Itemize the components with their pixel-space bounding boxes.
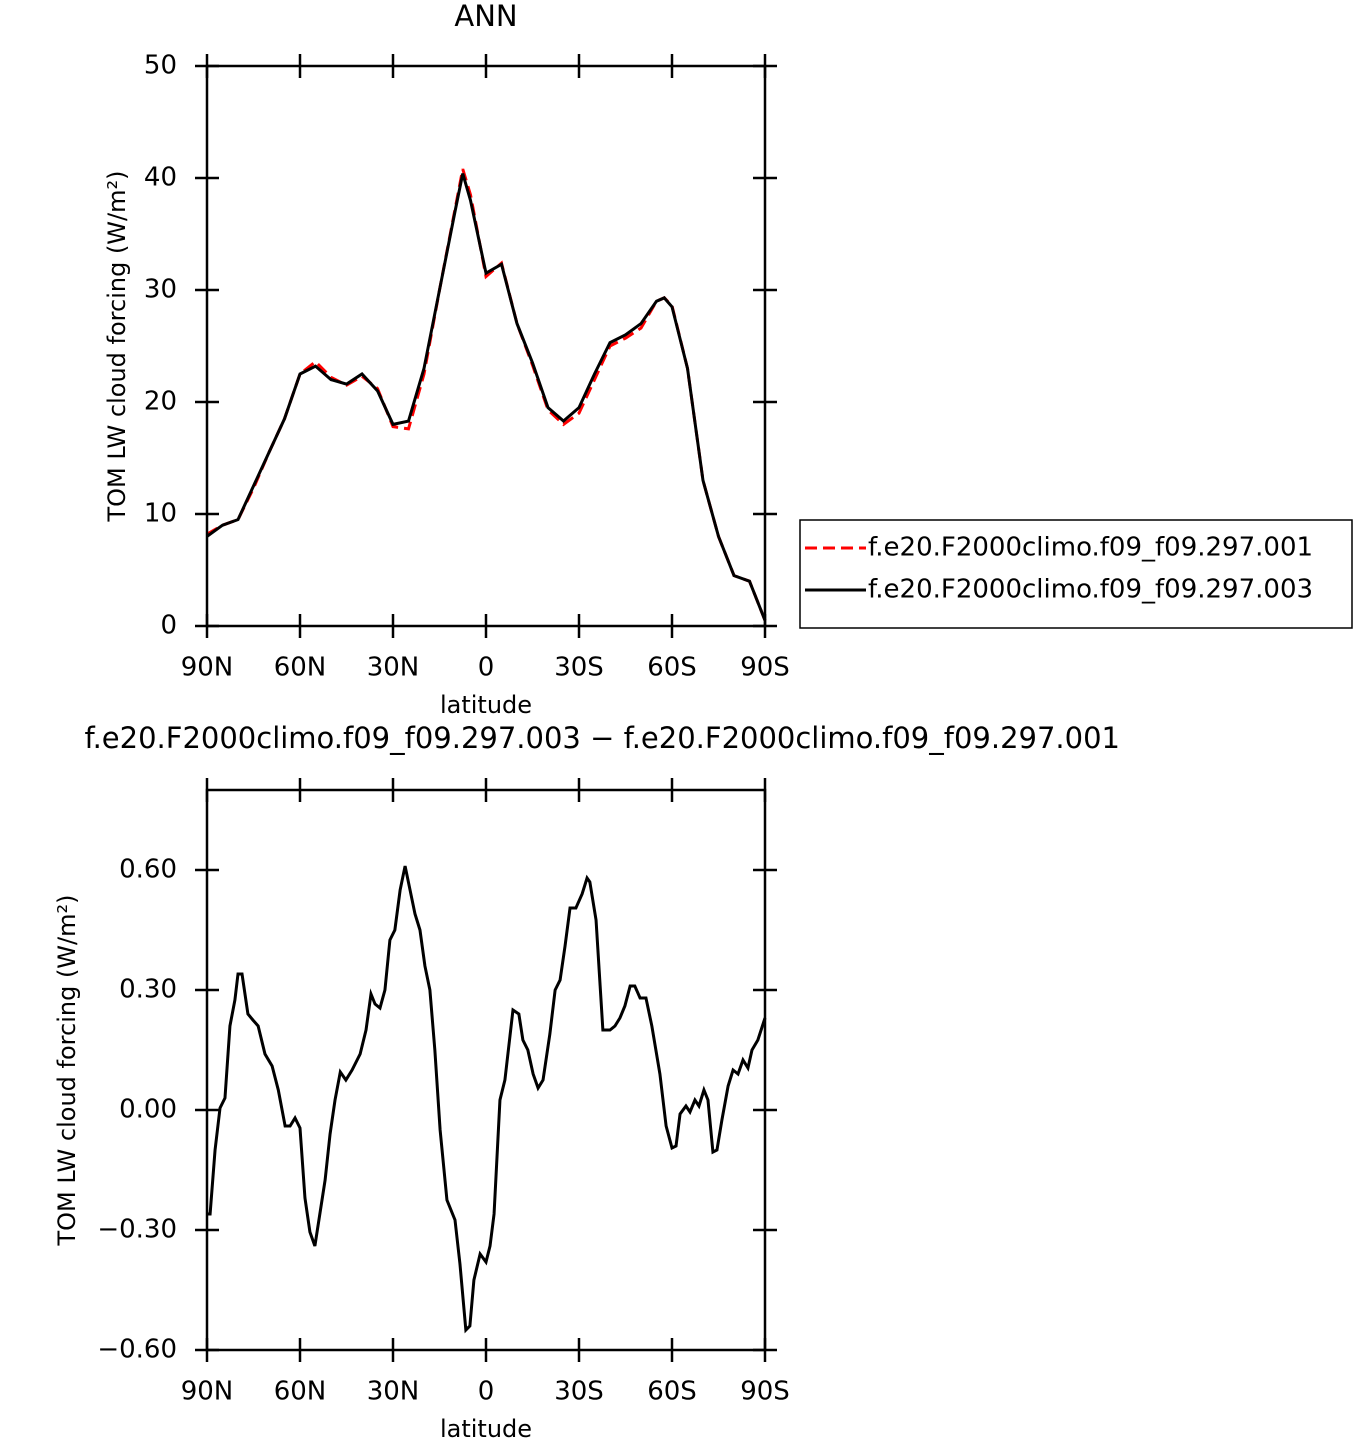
legend-box — [799, 519, 1353, 629]
y-tick-label: 50 — [144, 51, 177, 81]
y-tick-label: 30 — [144, 275, 177, 305]
data-line — [207, 865, 767, 1334]
x-tick-label: 60S — [647, 653, 697, 683]
x-tick-label: 90N — [181, 1377, 234, 1407]
y-tick-label: 10 — [144, 499, 177, 529]
x-axis-label: latitude — [440, 691, 532, 719]
x-tick-label: 30S — [554, 1377, 604, 1407]
y-axis-label: TOM LW cloud forcing (W/m²) — [103, 171, 131, 523]
x-tick-label: 60N — [274, 653, 327, 683]
x-tick-label: 90S — [740, 653, 790, 683]
y-tick-label: 40 — [144, 163, 177, 193]
chart-title: ANN — [454, 0, 517, 33]
x-tick-label: 90N — [181, 653, 234, 683]
y-tick-label: 0.30 — [119, 975, 177, 1005]
legend-label: f.e20.F2000climo.f09_f09.297.001 — [868, 533, 1313, 563]
x-tick-label: 0 — [478, 653, 495, 683]
y-tick-label: 0 — [160, 611, 177, 641]
data-line — [206, 168, 767, 621]
y-tick-label: 0.00 — [119, 1095, 177, 1125]
x-tick-label: 90S — [740, 1377, 790, 1407]
x-tick-label: 60S — [647, 1377, 697, 1407]
x-tick-label: 30S — [554, 653, 604, 683]
plot-frame — [205, 788, 767, 1352]
x-tick-label: 30N — [367, 1377, 420, 1407]
chart-title: f.e20.F2000climo.f09_f09.297.003 − f.e20… — [84, 721, 1120, 755]
x-axis-label: latitude — [440, 1415, 532, 1443]
y-tick-label: −0.30 — [97, 1215, 177, 1245]
legend-label: f.e20.F2000climo.f09_f09.297.003 — [868, 575, 1313, 605]
x-tick-label: 30N — [367, 653, 420, 683]
x-tick-label: 60N — [274, 1377, 327, 1407]
y-tick-label: 20 — [144, 387, 177, 417]
plot-frame — [205, 64, 767, 628]
y-tick-label: 0.60 — [119, 855, 177, 885]
y-tick-label: −0.60 — [97, 1335, 177, 1365]
data-line — [206, 173, 767, 621]
x-tick-label: 0 — [478, 1377, 495, 1407]
y-axis-label: TOM LW cloud forcing (W/m²) — [53, 895, 81, 1247]
